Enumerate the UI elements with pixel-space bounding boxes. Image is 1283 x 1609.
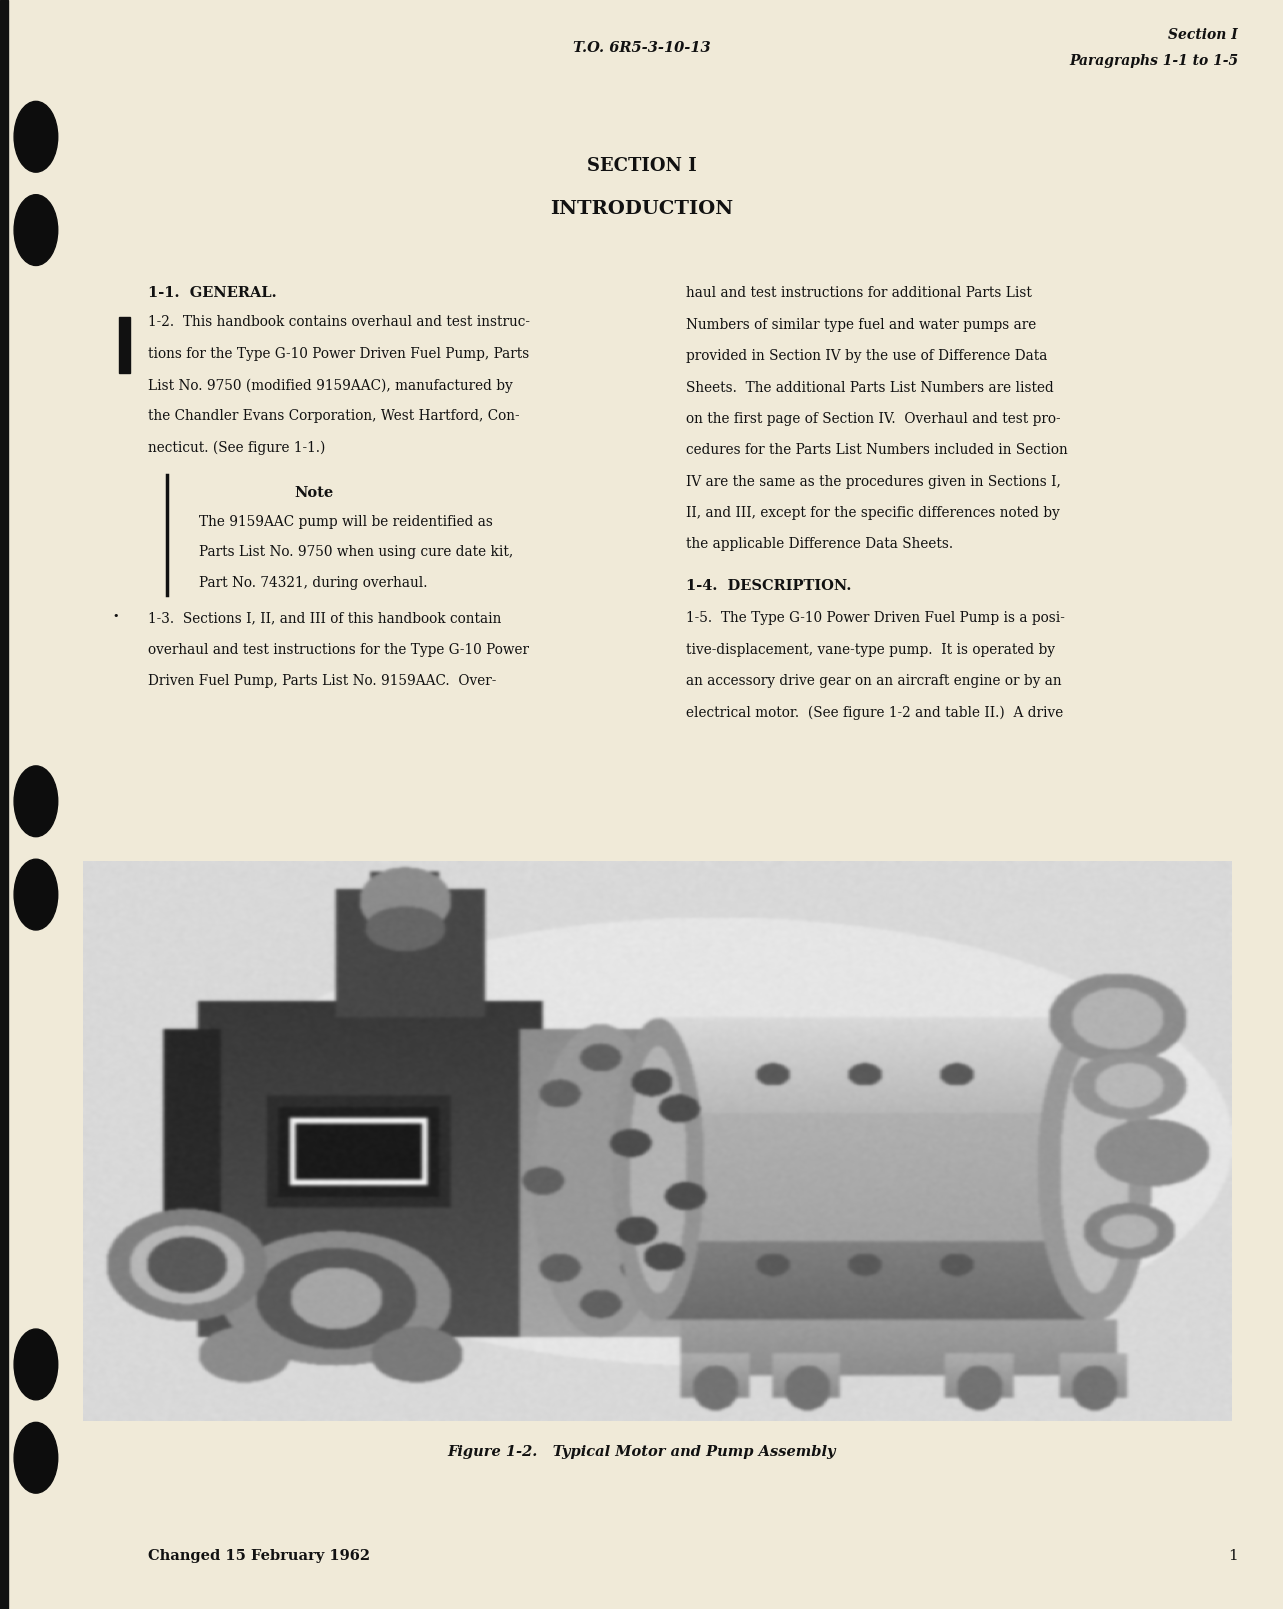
Text: Part No. 74321, during overhaul.: Part No. 74321, during overhaul.	[199, 576, 427, 591]
Text: Driven Fuel Pump, Parts List No. 9159AAC.  Over-: Driven Fuel Pump, Parts List No. 9159AAC…	[148, 674, 497, 689]
Text: tions for the Type G-10 Power Driven Fuel Pump, Parts: tions for the Type G-10 Power Driven Fue…	[148, 348, 529, 360]
Text: provided in Section IV by the use of Difference Data: provided in Section IV by the use of Dif…	[686, 349, 1048, 364]
Text: the applicable Difference Data Sheets.: the applicable Difference Data Sheets.	[686, 537, 953, 552]
Text: Figure 1-2.   Typical Motor and Pump Assembly: Figure 1-2. Typical Motor and Pump Assem…	[448, 1445, 835, 1459]
Text: 1: 1	[1228, 1549, 1238, 1562]
Text: Parts List No. 9750 when using cure date kit,: Parts List No. 9750 when using cure date…	[199, 545, 513, 560]
Text: 1-5.  The Type G-10 Power Driven Fuel Pump is a posi-: 1-5. The Type G-10 Power Driven Fuel Pum…	[686, 611, 1065, 626]
Ellipse shape	[14, 195, 58, 265]
Text: electrical motor.  (See figure 1-2 and table II.)  A drive: electrical motor. (See figure 1-2 and ta…	[686, 706, 1064, 719]
Text: 1-4.  DESCRIPTION.: 1-4. DESCRIPTION.	[686, 579, 852, 594]
Text: Changed 15 February 1962: Changed 15 February 1962	[148, 1549, 370, 1562]
Text: Section I: Section I	[1169, 29, 1238, 42]
Text: 1-3.  Sections I, II, and III of this handbook contain: 1-3. Sections I, II, and III of this han…	[148, 611, 500, 626]
Ellipse shape	[14, 766, 58, 837]
Text: Paragraphs 1-1 to 1-5: Paragraphs 1-1 to 1-5	[1069, 55, 1238, 68]
Text: tive-displacement, vane-type pump.  It is operated by: tive-displacement, vane-type pump. It is…	[686, 642, 1056, 656]
Text: INTRODUCTION: INTRODUCTION	[550, 200, 733, 219]
Text: an accessory drive gear on an aircraft engine or by an: an accessory drive gear on an aircraft e…	[686, 674, 1062, 689]
Text: Numbers of similar type fuel and water pumps are: Numbers of similar type fuel and water p…	[686, 319, 1037, 331]
Ellipse shape	[14, 101, 58, 172]
Text: cedures for the Parts List Numbers included in Section: cedures for the Parts List Numbers inclu…	[686, 442, 1069, 457]
Bar	[0, 0, 8, 1609]
Text: 1-2.  This handbook contains overhaul and test instruc-: 1-2. This handbook contains overhaul and…	[148, 315, 530, 330]
Text: necticut. (See figure 1-1.): necticut. (See figure 1-1.)	[148, 441, 325, 455]
Text: on the first page of Section IV.  Overhaul and test pro-: on the first page of Section IV. Overhau…	[686, 412, 1061, 426]
Text: Note: Note	[295, 486, 334, 500]
Text: T.O. 6R5-3-10-13: T.O. 6R5-3-10-13	[572, 42, 711, 55]
Text: haul and test instructions for additional Parts List: haul and test instructions for additiona…	[686, 286, 1033, 301]
Ellipse shape	[14, 1422, 58, 1493]
Ellipse shape	[14, 1329, 58, 1400]
Text: IV are the same as the procedures given in Sections I,: IV are the same as the procedures given …	[686, 475, 1061, 489]
Text: SECTION I: SECTION I	[586, 156, 697, 175]
Text: The 9159AAC pump will be reidentified as: The 9159AAC pump will be reidentified as	[199, 515, 493, 529]
Text: overhaul and test instructions for the Type G-10 Power: overhaul and test instructions for the T…	[148, 642, 529, 656]
Text: List No. 9750 (modified 9159AAC), manufactured by: List No. 9750 (modified 9159AAC), manufa…	[148, 378, 512, 393]
Text: •: •	[112, 611, 119, 621]
Text: the Chandler Evans Corporation, West Hartford, Con-: the Chandler Evans Corporation, West Har…	[148, 409, 520, 423]
Text: 1-1.  GENERAL.: 1-1. GENERAL.	[148, 286, 276, 301]
Text: Sheets.  The additional Parts List Numbers are listed: Sheets. The additional Parts List Number…	[686, 380, 1055, 394]
Text: II, and III, except for the specific differences noted by: II, and III, except for the specific dif…	[686, 507, 1060, 520]
Ellipse shape	[14, 859, 58, 930]
Bar	[119, 317, 130, 373]
